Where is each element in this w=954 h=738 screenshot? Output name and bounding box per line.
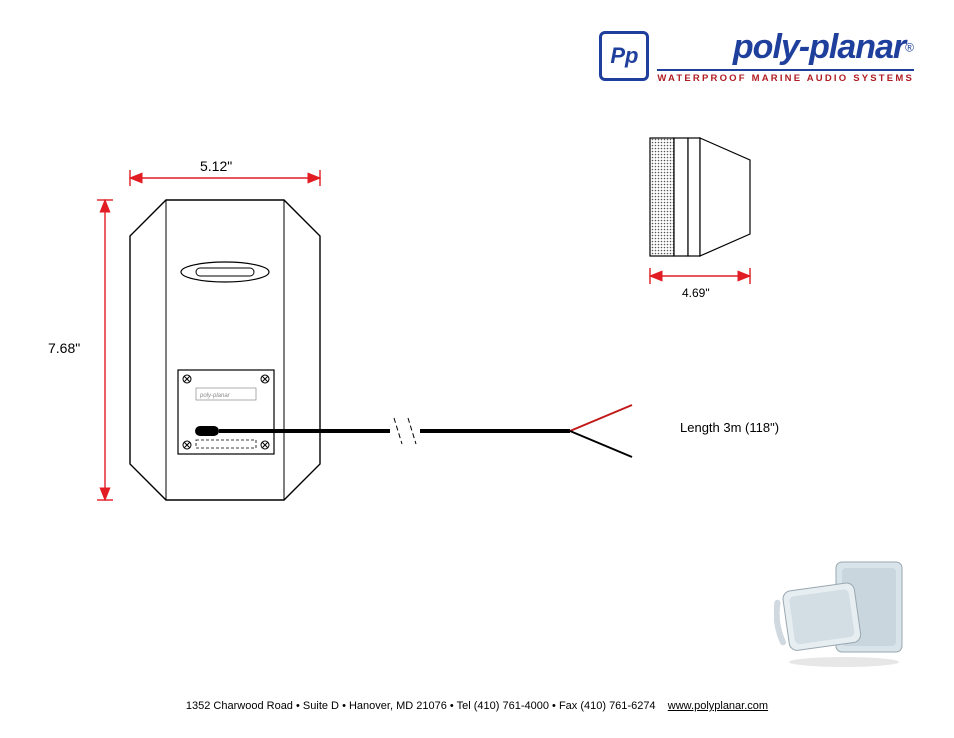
footer-sep: • xyxy=(342,700,349,712)
footer: 1352 Charwood Road • Suite D • Hanover, … xyxy=(0,700,954,712)
footer-sep: • xyxy=(552,700,559,712)
page: Pp poly-planar® WATERPROOF MARINE AUDIO … xyxy=(0,0,954,738)
footer-sep: • xyxy=(450,700,457,712)
mounting-plate-icon: poly-planar xyxy=(178,370,274,454)
footer-tel: Tel (410) 761-4000 xyxy=(457,700,549,712)
speaker-rear-view-icon: poly-planar xyxy=(130,200,320,500)
footer-address: 1352 Charwood Road xyxy=(186,700,293,712)
product-photo xyxy=(774,558,914,668)
product-photo-icon xyxy=(774,558,914,668)
depth-dimension-label: 4.69" xyxy=(682,286,710,300)
footer-suite: Suite D xyxy=(303,700,339,712)
svg-text:poly-planar: poly-planar xyxy=(199,393,231,399)
height-dimension-label: 7.68" xyxy=(48,340,80,356)
footer-city: Hanover, MD 21076 xyxy=(349,700,447,712)
footer-url-link[interactable]: www.polyplanar.com xyxy=(668,700,768,712)
footer-fax: Fax (410) 761-6274 xyxy=(559,700,656,712)
footer-sep: • xyxy=(296,700,303,712)
width-dimension-label: 5.12" xyxy=(200,158,232,174)
cable-length-label: Length 3m (118") xyxy=(680,420,779,435)
speaker-side-view-icon xyxy=(650,138,750,284)
